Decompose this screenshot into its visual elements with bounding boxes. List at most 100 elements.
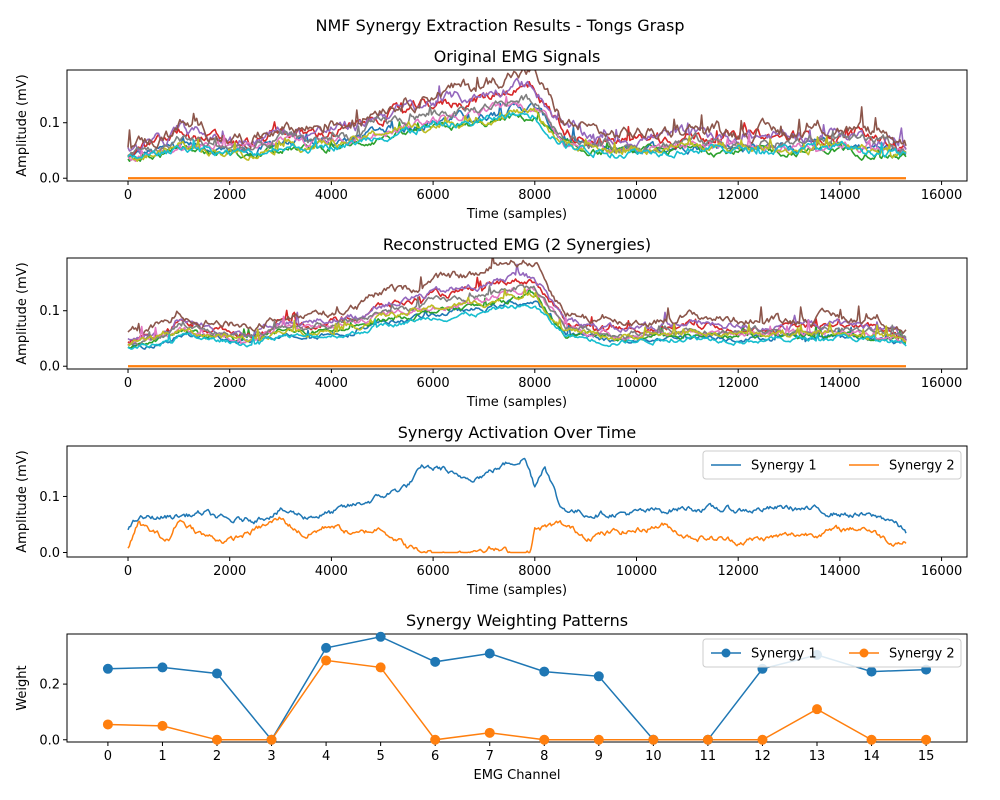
emg-series-line (127, 287, 907, 347)
x-tick-label: 12000 (718, 376, 759, 391)
emg-series-line (127, 304, 907, 350)
y-tick-label: 0.1 (39, 116, 60, 131)
legend-box (702, 450, 962, 480)
y-tick-label: 0.0 (39, 360, 60, 375)
legend: Synergy 1 Synergy 2 (702, 450, 962, 480)
x-axis-label: Time (samples) (466, 583, 567, 598)
y-tick-label: 0.2 (39, 678, 60, 693)
weight-synergy-2-point (430, 734, 441, 745)
legend-label-2: Synergy 2 (889, 459, 955, 474)
weight-synergy-2-point (375, 662, 386, 673)
weight-synergy-1-point (539, 666, 550, 677)
x-tick-label: 10000 (616, 564, 657, 579)
legend-marker-1 (721, 648, 731, 658)
x-tick-label: 13 (809, 749, 826, 764)
weight-synergy-2-point (484, 727, 495, 738)
x-tick-label: 2000 (213, 564, 246, 579)
axes-frame (66, 445, 968, 558)
weight-synergy-2-point (757, 734, 768, 745)
subplot-3: Synergy Activation Over Time 0 2000 4000 600… (15, 423, 968, 598)
x-tick-label: 0 (124, 564, 132, 579)
x-axis-label: Time (samples) (466, 207, 567, 222)
x-axis-label: EMG Channel (473, 768, 560, 783)
x-tick-label: 10000 (616, 188, 657, 203)
weight-synergy-2-point (921, 734, 932, 745)
y-tick-label: 0.0 (39, 172, 60, 187)
weight-synergy-2-point (593, 734, 604, 745)
emg-series-line (127, 107, 907, 162)
x-tick-label: 2000 (213, 376, 246, 391)
axes-frame (66, 257, 968, 370)
x-tick-label: 2000 (213, 188, 246, 203)
weight-synergy-1-point (157, 662, 168, 673)
y-tick-label: 0.0 (39, 546, 60, 561)
x-tick-label: 14000 (819, 564, 860, 579)
figure-title: NMF Synergy Extraction Results - Tongs G… (316, 16, 685, 35)
x-tick-label: 14000 (819, 376, 860, 391)
weight-synergy-1-point (484, 648, 495, 659)
x-tick-label: 3 (267, 749, 275, 764)
x-tick-label: 8000 (518, 376, 551, 391)
weight-synergy-2-point (321, 655, 332, 666)
x-tick-label: 10000 (616, 376, 657, 391)
plot-area (127, 70, 907, 180)
x-tick-label: 16000 (921, 188, 962, 203)
weight-synergy-2-point (212, 734, 222, 745)
x-tick-label: 8000 (518, 188, 551, 203)
x-tick-label: 4000 (315, 188, 348, 203)
x-tick-label: 12000 (718, 188, 759, 203)
emg-series-line (127, 81, 907, 158)
x-tick-label: 12 (754, 749, 771, 764)
x-tick-label: 1 (158, 749, 166, 764)
legend-marker-2 (859, 648, 869, 658)
series-group (127, 70, 907, 180)
x-tick-label: 6000 (417, 188, 450, 203)
x-tick-label: 7 (486, 749, 494, 764)
subplot-2: Reconstructed EMG (2 Synergies) 0 2000 4000… (15, 235, 968, 410)
x-tick-label: 14000 (819, 188, 860, 203)
x-tick-label: 4 (322, 749, 330, 764)
subplot-title: Synergy Weighting Patterns (406, 611, 628, 630)
emg-series-line (127, 70, 907, 151)
axes-frame (66, 69, 968, 182)
axes-frame (66, 633, 968, 743)
x-tick-label: 14 (863, 749, 880, 764)
x-tick-label: 11 (700, 749, 717, 764)
x-axis-label: Time (samples) (466, 395, 567, 410)
weight-synergy-1-point (212, 668, 222, 679)
x-tick-label: 16000 (921, 376, 962, 391)
weight-synergy-1-point (321, 642, 332, 653)
synergy-2-line (127, 516, 907, 554)
synergy-1-line (127, 457, 907, 534)
x-tick-label: 8 (540, 749, 548, 764)
y-axis-label: Weight (15, 665, 30, 710)
x-tick-label: 5 (376, 749, 384, 764)
legend-label-1: Synergy 1 (751, 459, 817, 474)
x-tick-label: 0 (104, 749, 112, 764)
legend: Synergy 1 Synergy 2 (702, 638, 962, 668)
y-tick-label: 0.0 (39, 733, 60, 748)
legend-box (702, 638, 962, 668)
y-axis-label: Amplitude (mV) (15, 74, 30, 176)
weight-synergy-1-point (102, 663, 113, 674)
x-tick-label: 15 (918, 749, 935, 764)
x-tick-label: 6 (431, 749, 439, 764)
emg-series-line (127, 258, 907, 335)
y-tick-label: 0.1 (39, 304, 60, 319)
x-tick-label: 6000 (417, 564, 450, 579)
weight-synergy-2-point (102, 719, 113, 730)
emg-series-line (127, 112, 907, 160)
weight-synergy-2-point (866, 734, 877, 745)
y-axis-label: Amplitude (mV) (15, 262, 30, 364)
x-tick-label: 10 (645, 749, 662, 764)
subplot-title: Synergy Activation Over Time (398, 423, 637, 442)
x-tick-label: 12000 (718, 564, 759, 579)
x-tick-label: 0 (124, 376, 132, 391)
series-group (127, 258, 907, 368)
x-tick-label: 8000 (518, 564, 551, 579)
y-tick-label: 0.1 (39, 490, 60, 505)
subplot-1: Original EMG Signals 0 2000 4000 6000 8000 100… (15, 47, 968, 222)
